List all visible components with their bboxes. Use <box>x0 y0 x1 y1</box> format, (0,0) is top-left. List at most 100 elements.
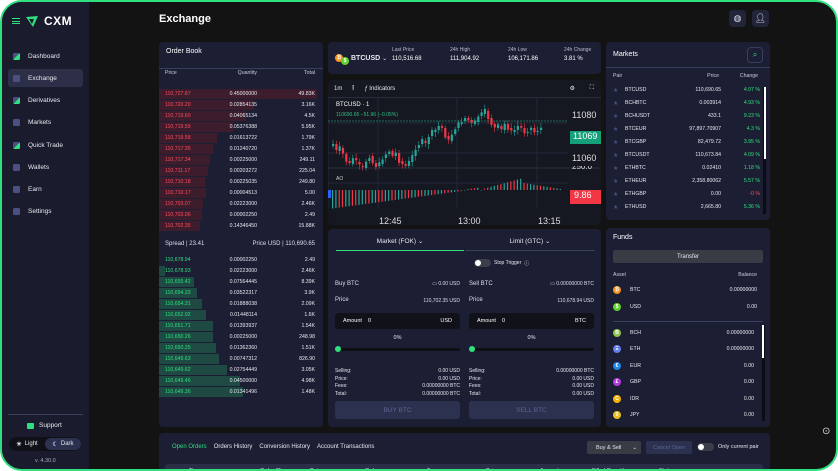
bid-row[interactable]: 110,654.31 0.01888038 2.09K <box>159 299 323 309</box>
light-theme-button[interactable]: ☀ Light <box>9 438 45 450</box>
star-icon[interactable]: ★ <box>613 126 619 133</box>
sidebar-item-earn[interactable]: Earn <box>8 180 83 198</box>
cancel-open-button[interactable]: Cancel Open <box>646 441 692 454</box>
search-button[interactable]: ⌕ <box>747 47 763 63</box>
buy-percent-slider[interactable] <box>335 346 460 352</box>
bid-row[interactable]: 110,649.62 0.02754449 3.05K <box>159 365 323 375</box>
sell-button[interactable]: SELL BTC <box>469 401 594 419</box>
ask-row[interactable]: 110,727.87 0.45000000 49.83K <box>159 89 323 99</box>
ask-row[interactable]: 110,719.58 0.01613722 1.79K <box>159 133 323 143</box>
dark-theme-button[interactable]: ☾ Dark <box>45 438 81 450</box>
market-row[interactable]: ★ BTCUSDT 110,673.84 4.09 % <box>606 150 770 160</box>
stop-trigger[interactable]: Stop Trigger ⓘ <box>474 259 529 267</box>
fund-row[interactable]: ₿ BTC 0.00000000 <box>606 285 770 295</box>
slider-handle[interactable] <box>469 346 475 352</box>
theme-toggle[interactable]: ☀ Light ☾ Dark <box>9 437 81 451</box>
star-icon[interactable]: ★ <box>613 165 619 172</box>
pair-selector[interactable]: ₿ $ BTCUSD ⌄ <box>335 51 387 65</box>
bid-row[interactable]: 110,649.63 0.00747312 826.90 <box>159 354 323 364</box>
star-icon[interactable]: ★ <box>613 139 619 146</box>
info-icon[interactable]: ⓘ <box>524 260 530 267</box>
bid-row[interactable]: 110,649.36 0.01341496 1.48K <box>159 387 323 397</box>
tab-limit[interactable]: Limit (GTC) ⌄ <box>465 237 595 251</box>
menu-icon[interactable] <box>12 18 20 24</box>
transfer-button[interactable]: Transfer <box>613 250 763 263</box>
star-icon[interactable]: ★ <box>613 87 619 94</box>
ask-row[interactable]: 110,711.17 0.00203272 225.04 <box>159 166 323 176</box>
ask-row[interactable]: 110,719.60 0.04065134 4.5K <box>159 111 323 121</box>
bid-row[interactable]: 110,655.42 0.07564445 8.39K <box>159 277 323 287</box>
tab-market[interactable]: Market (FOK) ⌄ <box>336 237 464 251</box>
sidebar-item-exchange[interactable]: Exchange <box>8 69 83 87</box>
buy-button[interactable]: BUY BTC <box>335 401 460 419</box>
bid-row[interactable]: 110,649.46 0.04500000 4.98K <box>159 376 323 386</box>
market-row[interactable]: ★ BTCUSD 110,690.65 4.07 % <box>606 85 770 95</box>
fund-row[interactable]: Ξ ETH 0.00000000 <box>606 344 770 354</box>
market-row[interactable]: ★ BTCGBP 82,479.72 3.95 % <box>606 137 770 147</box>
bid-row[interactable]: 110,678.93 0.02223000 2.46K <box>159 266 323 276</box>
only-current-pair[interactable]: Only current pair <box>697 443 759 451</box>
only-current-pair-toggle[interactable] <box>697 443 714 451</box>
sell-percent-slider[interactable] <box>469 346 594 352</box>
market-row[interactable]: ★ BTCEUR 97,897.70907 4.3 % <box>606 124 770 134</box>
settings-icon[interactable]: ⚙ <box>569 86 575 92</box>
fund-row[interactable]: £ GBP 0.00 <box>606 377 770 387</box>
tab-conversion-history[interactable]: Conversion History <box>259 444 311 450</box>
candle-type-icon[interactable]: ⫾ <box>352 85 355 91</box>
sidebar-item-wallets[interactable]: Wallets <box>8 158 83 176</box>
fund-row[interactable]: ¥ JPY 0.00 <box>606 410 770 420</box>
bid-row[interactable]: 110,652.02 0.01448114 1.6K <box>159 310 323 320</box>
bid-row[interactable]: 110,654.33 0.03522317 3.9K <box>159 288 323 298</box>
ask-row[interactable]: 110,710.18 0.00225035 249.80 <box>159 177 323 187</box>
fund-row[interactable]: € EUR 0.00 <box>606 361 770 371</box>
star-icon[interactable]: ★ <box>613 178 619 185</box>
star-icon[interactable]: ★ <box>613 113 619 120</box>
sidebar-item-settings[interactable]: Settings <box>8 202 83 220</box>
market-row[interactable]: ★ ETHUSD 2,665.80 5.36 % <box>606 202 770 212</box>
side-filter-select[interactable]: Buy & Sell ⌄ <box>587 441 641 454</box>
ask-row[interactable]: 110,703.06 0.00002250 2.49 <box>159 210 323 220</box>
fund-row[interactable]: B BCH 0.00000000 <box>606 328 770 338</box>
bid-row[interactable]: 110,651.71 0.01393937 1.54K <box>159 321 323 331</box>
slider-handle[interactable] <box>335 346 341 352</box>
market-row[interactable]: ★ ETHBTC 0.02410 1.18 % <box>606 163 770 173</box>
profile-button[interactable]: 👤︎ <box>752 10 769 27</box>
star-icon[interactable]: ★ <box>613 191 619 198</box>
sidebar-item-markets[interactable]: Markets <box>8 113 83 131</box>
sidebar-item-derivatives[interactable]: Derivatives <box>8 91 83 109</box>
tab-orders-history[interactable]: Orders History <box>213 444 253 450</box>
interval-button[interactable]: 1m <box>334 85 343 92</box>
tab-account-transactions[interactable]: Account Transactions <box>317 444 375 450</box>
fund-row[interactable]: C IDR 0.00 <box>606 394 770 404</box>
ask-row[interactable]: 110,702.35 0.14346450 15.88K <box>159 221 323 231</box>
price-chart[interactable] <box>328 98 601 225</box>
support-link[interactable]: Support <box>27 422 62 429</box>
bid-row[interactable]: 110,650.26 0.00225000 248.98 <box>159 332 323 342</box>
ask-row[interactable]: 110,717.34 0.00225000 249.11 <box>159 155 323 165</box>
buy-amount-input[interactable]: Amount 0 USD <box>335 313 460 329</box>
stop-trigger-toggle[interactable] <box>474 259 491 267</box>
ask-row[interactable]: 110,720.20 0.02854135 3.16K <box>159 100 323 110</box>
ask-row[interactable]: 110,710.17 0.00004513 5.00 <box>159 188 323 198</box>
sidebar-item-dashboard[interactable]: Dashboard <box>8 47 83 65</box>
scrollbar[interactable] <box>762 325 765 421</box>
market-row[interactable]: ★ ETHGBP 0.00 -0 % <box>606 189 770 199</box>
ask-row[interactable]: 110,703.07 0.02223000 2.46K <box>159 199 323 209</box>
ask-row[interactable]: 110,719.59 0.05376388 5.95K <box>159 122 323 132</box>
bid-row[interactable]: 110,650.25 0.01362360 1.51K <box>159 343 323 353</box>
star-icon[interactable]: ★ <box>613 100 619 107</box>
sell-amount-input[interactable]: Amount 0 BTC <box>469 313 594 329</box>
market-row[interactable]: ★ BCHBTC 0.003914 4.93 % <box>606 98 770 108</box>
fullscreen-icon[interactable]: ⛶ <box>589 85 594 91</box>
indicators-button[interactable]: ƒ Indicators <box>364 86 395 92</box>
star-icon[interactable]: ★ <box>613 152 619 159</box>
market-row[interactable]: ★ ETHEUR 2,358.80062 5.57 % <box>606 176 770 186</box>
sidebar-item-quick-trade[interactable]: Quick Trade <box>8 136 83 154</box>
scrollbar[interactable] <box>763 87 766 214</box>
language-button[interactable]: ◍ <box>729 10 746 27</box>
bid-row[interactable]: 110,678.94 0.00002250 2.49 <box>159 255 323 265</box>
market-row[interactable]: ★ BCHUSDT 433.1 9.23 % <box>606 111 770 121</box>
zoom-code-icon[interactable]: ⊙ <box>822 426 831 437</box>
fund-row[interactable]: $ USD 0.00 <box>606 302 770 312</box>
star-icon[interactable]: ★ <box>613 204 619 211</box>
